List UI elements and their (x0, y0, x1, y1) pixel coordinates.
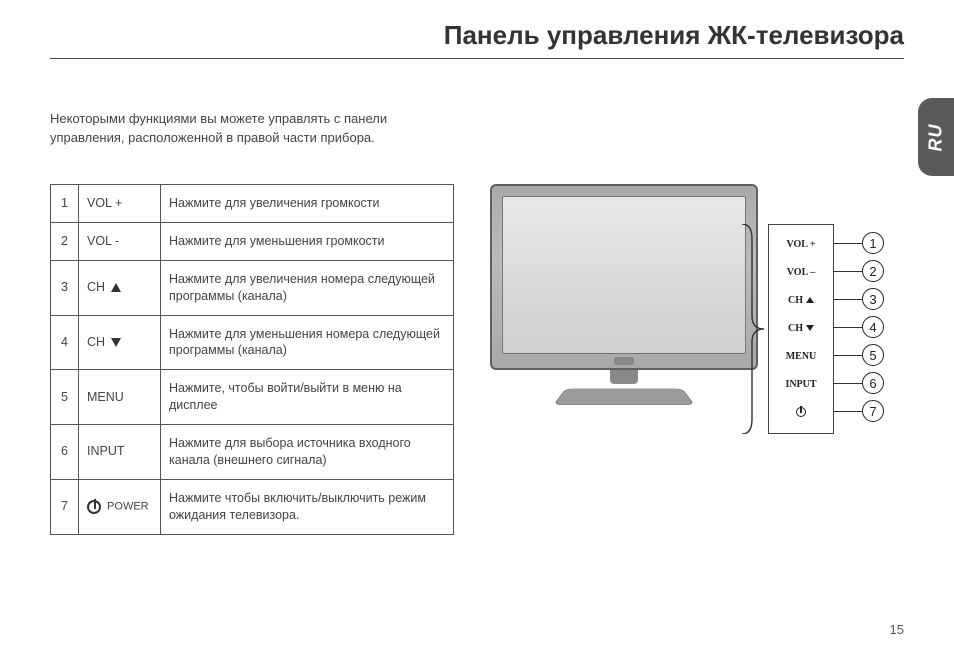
row-number: 4 (51, 315, 79, 370)
row-description: Нажмите чтобы включить/выключить режим о… (161, 479, 454, 534)
panel-label-text: INPUT (785, 379, 816, 390)
title-rule (50, 58, 904, 59)
table-row: 6 INPUT Нажмите для выбора источника входн… (51, 425, 454, 480)
page-number: 15 (890, 622, 904, 637)
panel-button-label: MENU (769, 343, 833, 369)
row-label-text: INPUT (87, 444, 125, 458)
panel-button-label: CH (769, 315, 833, 341)
row-label-text: CH (87, 335, 105, 349)
intro-paragraph: Некоторыми функциями вы можете управлять… (50, 110, 450, 148)
buttons-table: 1 VOL + Нажмите для увеличения громкости 2V… (50, 184, 454, 535)
panel-button-label: CH (769, 287, 833, 313)
panel-button-label (769, 399, 833, 425)
panel-button-label: VOL + (769, 231, 833, 257)
leader-line (834, 243, 862, 244)
row-label: VOL - (79, 222, 161, 260)
callout-number: 1 (862, 232, 884, 254)
buttons-table-body: 1 VOL + Нажмите для увеличения громкости 2V… (51, 185, 454, 535)
table-row: 5 MENU Нажмите, чтобы войти/выйти в меню н… (51, 370, 454, 425)
row-label: INPUT (79, 425, 161, 480)
table-row: 2 VOL - Нажмите для уменьшения громкости (51, 222, 454, 260)
power-icon (796, 407, 806, 417)
tv-frame (490, 184, 758, 370)
tv-base (553, 389, 695, 405)
row-description: Нажмите для выбора источника входного ка… (161, 425, 454, 480)
row-label-text: CH (87, 280, 105, 294)
panel-label-text: VOL + (786, 239, 815, 250)
row-number: 3 (51, 260, 79, 315)
leader-line (834, 271, 862, 272)
tv-illustration (490, 184, 758, 400)
triangle-down-icon (806, 325, 814, 331)
row-number: 2 (51, 222, 79, 260)
row-label: CH (79, 315, 161, 370)
page-title: Панель управления ЖК-телевизора (50, 20, 904, 51)
row-description: Нажмите для уменьшения громкости (161, 222, 454, 260)
panel-button-label: VOL – (769, 259, 833, 285)
callout-number: 3 (862, 288, 884, 310)
row-number: 5 (51, 370, 79, 425)
brace-icon (734, 224, 768, 434)
leader-line (834, 411, 862, 412)
language-tab: RU (918, 98, 954, 176)
leader-line (834, 355, 862, 356)
row-label: POWER (79, 479, 161, 534)
callout-number: 5 (862, 344, 884, 366)
callout-number: 6 (862, 372, 884, 394)
row-label: VOL + (79, 185, 161, 223)
panel-label-text: CH (788, 323, 803, 334)
row-description: Нажмите для увеличения громкости (161, 185, 454, 223)
row-description: Нажмите, чтобы войти/выйти в меню на дис… (161, 370, 454, 425)
panel-button-label: INPUT (769, 371, 833, 397)
leader-line (834, 383, 862, 384)
row-label-text: VOL - (87, 234, 119, 248)
panel-label-text: MENU (786, 351, 817, 362)
leader-line (834, 327, 862, 328)
row-label: CH (79, 260, 161, 315)
row-number: 1 (51, 185, 79, 223)
row-label: MENU (79, 370, 161, 425)
tv-diagram: VOL + VOL – CH CH MENU INPUT 1 2 3 4 5 6 7 (490, 184, 910, 504)
table-row: 7 POWER Нажмите чтобы включить/выключить … (51, 479, 454, 534)
leader-line (834, 299, 862, 300)
row-label-text: POWER (104, 500, 149, 512)
panel-label-text: VOL – (787, 267, 815, 278)
triangle-up-icon (806, 297, 814, 303)
row-number: 6 (51, 425, 79, 480)
control-panel-box: VOL + VOL – CH CH MENU INPUT (768, 224, 834, 434)
table-row: 3 CH Нажмите для увеличения номера следую… (51, 260, 454, 315)
power-icon (87, 500, 101, 514)
panel-label-text: CH (788, 295, 803, 306)
row-number: 7 (51, 479, 79, 534)
triangle-up-icon (111, 283, 121, 292)
language-tab-label: RU (926, 123, 947, 151)
table-row: 4 CH Нажмите для уменьшения номера следую… (51, 315, 454, 370)
table-row: 1 VOL + Нажмите для увеличения громкости (51, 185, 454, 223)
tv-logo (614, 357, 634, 365)
row-description: Нажмите для уменьшения номера следующей … (161, 315, 454, 370)
row-label-text: VOL + (87, 196, 122, 210)
callout-number: 2 (862, 260, 884, 282)
callout-number: 7 (862, 400, 884, 422)
triangle-down-icon (111, 338, 121, 347)
tv-neck (610, 370, 638, 384)
row-label-text: MENU (87, 390, 124, 404)
row-description: Нажмите для увеличения номера следующей … (161, 260, 454, 315)
callout-number: 4 (862, 316, 884, 338)
